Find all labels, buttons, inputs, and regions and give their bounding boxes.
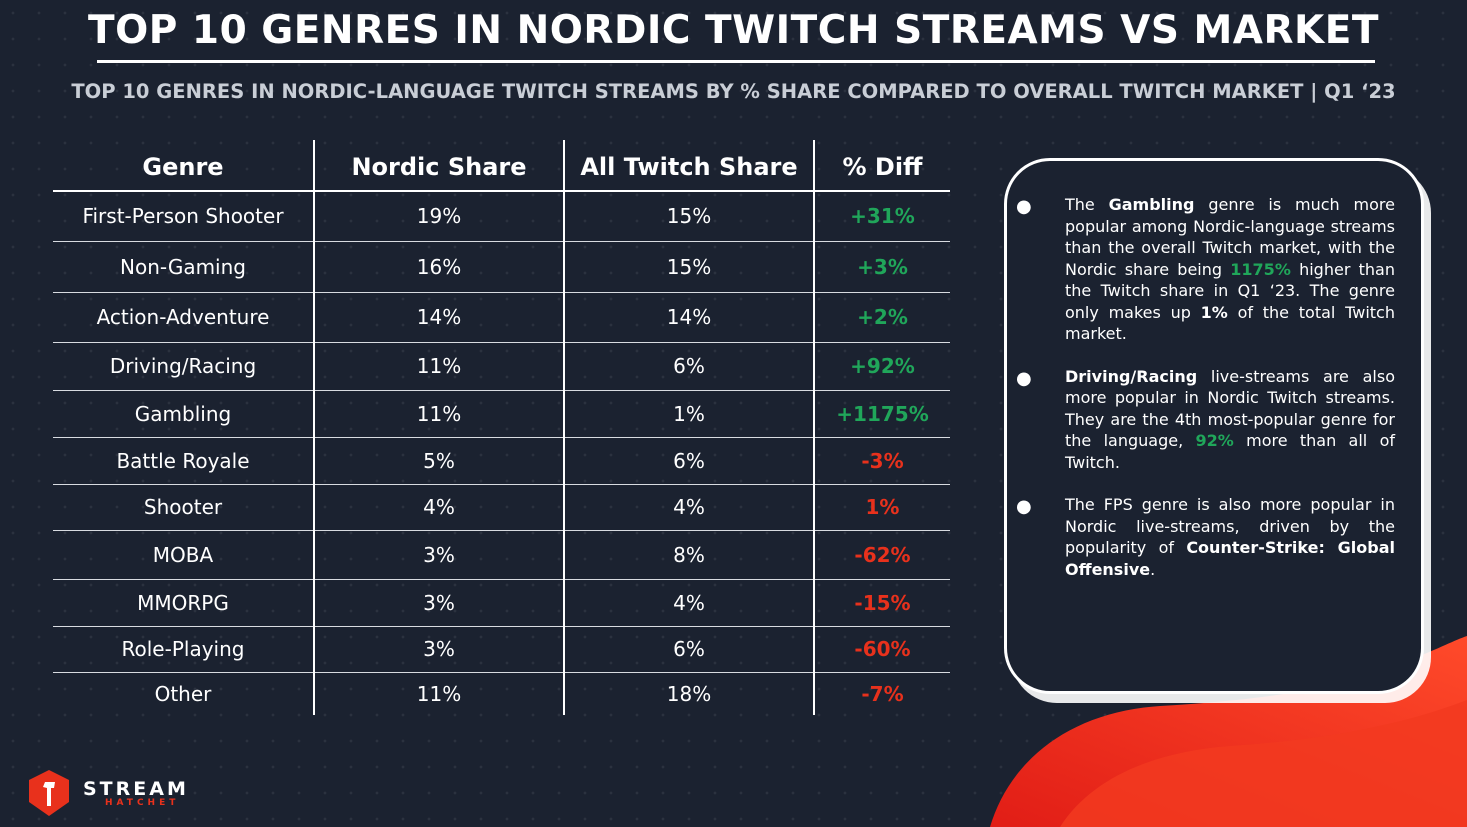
insight-text: The FPS genre is also more popular in No… <box>1065 495 1395 557</box>
diff-cell: +31% <box>813 191 950 242</box>
all-twitch-share-cell: 15% <box>563 191 814 242</box>
all-twitch-share-cell: 4% <box>563 579 814 627</box>
insight-highlight: 1% <box>1200 302 1228 322</box>
insight-text: . <box>1150 559 1156 579</box>
page-title: TOP 10 GENRES IN NORDIC TWITCH STREAMS V… <box>88 8 1379 53</box>
insight-list: ● The Gambling genre is much more popular… <box>1016 194 1396 601</box>
nordic-share-cell: 16% <box>313 241 564 293</box>
genre-cell: Gambling <box>53 390 314 438</box>
table-row: Driving/Racing 11% 6% +92% <box>53 342 950 391</box>
nordic-share-cell: 3% <box>313 579 564 627</box>
hatchet-shield-icon <box>29 770 69 816</box>
page-subtitle: TOP 10 GENRES IN NORDIC-LANGUAGE TWITCH … <box>71 80 1396 103</box>
genre-share-table: Genre Nordic Share All Twitch Share % Di… <box>53 140 950 715</box>
table-row: Shooter 4% 4% 1% <box>53 484 950 531</box>
insight-text: genre is much more popular among Nordic-… <box>1065 195 1395 279</box>
insights-callout: ● The Gambling genre is much more popular… <box>1004 158 1424 694</box>
insight-highlight: Driving/Racing <box>1065 366 1198 386</box>
all-twitch-share-cell: 6% <box>563 437 814 485</box>
title-underline <box>97 60 1375 63</box>
nordic-share-cell: 11% <box>313 672 564 715</box>
genre-cell: Non-Gaming <box>53 241 314 293</box>
diff-cell: -15% <box>813 579 950 627</box>
insight-highlight: Counter-Strike: Global Offensive <box>1065 538 1396 579</box>
table-row: Battle Royale 5% 6% -3% <box>53 437 950 485</box>
nordic-share-cell: 11% <box>313 342 564 391</box>
bullet-icon: ● <box>1016 367 1032 389</box>
table-row: Action-Adventure 14% 14% +2% <box>53 292 950 343</box>
nordic-share-cell: 4% <box>313 484 564 531</box>
column-header-diff: % Diff <box>813 140 950 192</box>
stream-hatchet-logo: STREAM HATCHET <box>24 768 224 820</box>
all-twitch-share-cell: 1% <box>563 390 814 438</box>
all-twitch-share-cell: 14% <box>563 292 814 343</box>
insight-text: The <box>1065 195 1109 214</box>
genre-cell: Action-Adventure <box>53 292 314 343</box>
table-row: First-Person Shooter 19% 15% +31% <box>53 191 950 242</box>
genre-cell: Other <box>154 681 212 706</box>
nordic-share-cell: 5% <box>313 437 564 485</box>
table-header-row: Genre Nordic Share All Twitch Share % Di… <box>53 140 950 192</box>
nordic-share-cell: 11% <box>313 390 564 438</box>
all-twitch-share-cell: 18% <box>563 672 814 715</box>
all-twitch-share-cell: 8% <box>563 530 814 580</box>
insight-item: ● The FPS genre is also more popular in N… <box>1016 494 1396 580</box>
table-row: MMORPG 3% 4% -15% <box>53 579 950 627</box>
insight-text: more than all of Twitch. <box>1065 431 1395 472</box>
bullet-icon: ● <box>1016 196 1032 217</box>
diff-cell: -60% <box>813 626 950 673</box>
diff-cell: 1% <box>813 484 950 531</box>
genre-cell: Driving/Racing <box>53 342 314 391</box>
all-twitch-share-cell: 6% <box>563 342 814 391</box>
genre-cell: Battle Royale <box>53 437 314 485</box>
diff-cell: -3% <box>813 437 950 485</box>
insight-text: higher than the Twitch share in Q1 ‘23. … <box>1065 259 1395 322</box>
nordic-share-cell: 3% <box>313 530 564 580</box>
table-row: Gambling 11% 1% +1175% <box>53 390 950 438</box>
table-row: Other 11% 18% -7% <box>53 672 950 715</box>
logo-wordmark-hatchet: HATCHET <box>105 798 180 808</box>
insight-text: live-streams are also more popular in No… <box>1065 366 1395 451</box>
genre-cell: MOBA <box>53 530 314 580</box>
diff-cell: +3% <box>813 241 950 293</box>
all-twitch-share-cell: 6% <box>563 626 814 673</box>
bullet-icon: ● <box>1016 496 1032 517</box>
all-twitch-share-cell: 4% <box>563 484 814 531</box>
column-header-all-twitch-share: All Twitch Share <box>563 140 814 192</box>
column-header-nordic-share: Nordic Share <box>313 140 564 192</box>
insight-highlight: 1175% <box>1230 259 1291 279</box>
diff-cell: +92% <box>813 342 950 391</box>
genre-cell: Role-Playing <box>53 626 314 673</box>
nordic-share-cell: 3% <box>313 626 564 673</box>
diff-cell: +2% <box>813 292 950 343</box>
nordic-share-cell: 14% <box>313 292 564 343</box>
insight-text: of the total Twitch market. <box>1065 302 1395 344</box>
table-row: Non-Gaming 16% 15% +3% <box>53 241 950 293</box>
table-body: First-Person Shooter 19% 15% +31% Non-Gaming… <box>53 191 950 715</box>
genre-cell: Shooter <box>53 484 314 531</box>
insight-highlight: Gambling <box>1108 195 1195 214</box>
insight-highlight: 92% <box>1195 431 1234 450</box>
insight-item: ● Driving/Racing live-streams are also mo… <box>1016 366 1395 474</box>
genre-cell: MMORPG <box>53 579 314 627</box>
diff-cell: -7% <box>813 672 950 715</box>
diff-cell: +1175% <box>813 390 950 438</box>
genre-cell: First-Person Shooter <box>53 191 314 242</box>
diff-cell: -62% <box>813 530 950 580</box>
table-row: Role-Playing 3% 6% -60% <box>53 626 950 673</box>
table-row: MOBA 3% 8% -62% <box>53 530 950 580</box>
logo-wordmark-stream: STREAM <box>83 778 189 800</box>
column-header-genre: Genre <box>53 140 314 192</box>
all-twitch-share-cell: 15% <box>563 241 814 293</box>
nordic-share-cell: 19% <box>313 191 564 242</box>
insight-item: ● The Gambling genre is much more popular… <box>1016 194 1395 345</box>
